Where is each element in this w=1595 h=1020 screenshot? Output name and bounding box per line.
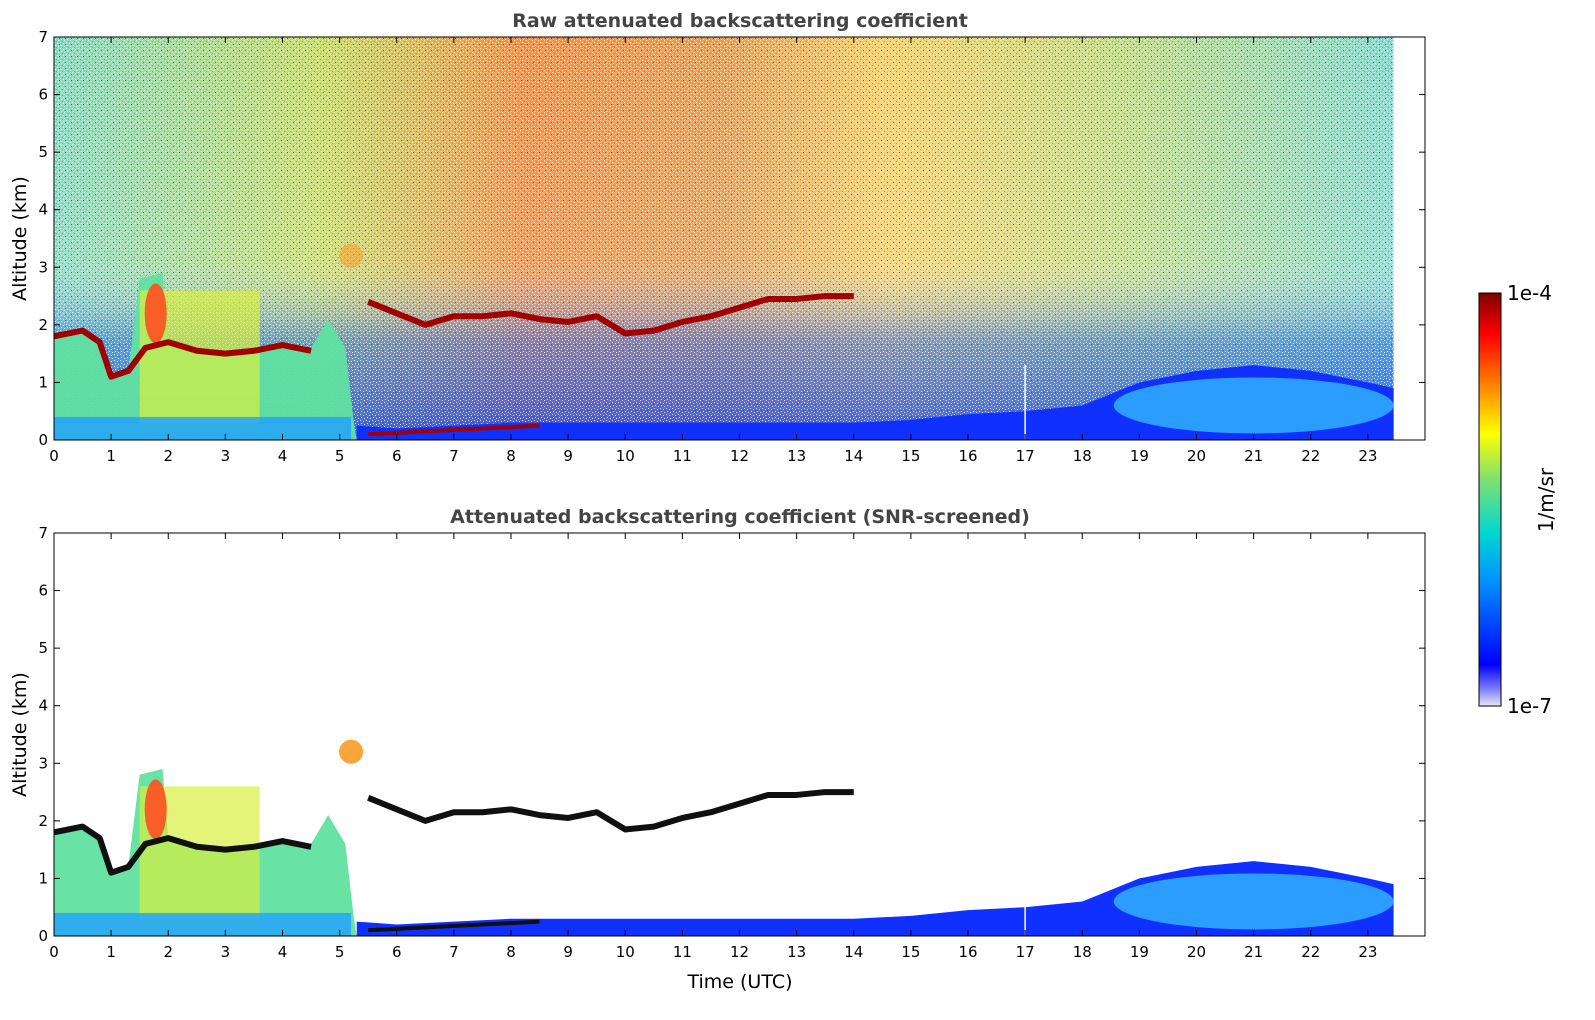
x-tick-label: 5 bbox=[335, 943, 345, 961]
x-tick-label: 11 bbox=[673, 447, 692, 465]
boundary-layer bbox=[356, 861, 1394, 936]
y-tick-label: 7 bbox=[38, 524, 48, 542]
y-tick-label: 2 bbox=[38, 812, 48, 830]
x-tick-label: 3 bbox=[221, 943, 231, 961]
x-tick-label: 18 bbox=[1073, 943, 1092, 961]
x-tick-label: 12 bbox=[730, 447, 749, 465]
x-tick-label: 2 bbox=[163, 943, 173, 961]
x-tick-label: 12 bbox=[730, 943, 749, 961]
raw-heatmap-image bbox=[53, 37, 1394, 440]
x-tick-label: 16 bbox=[958, 447, 977, 465]
x-tick-label: 22 bbox=[1301, 943, 1320, 961]
x-tick-label: 13 bbox=[787, 447, 806, 465]
x-tick-label: 14 bbox=[844, 447, 863, 465]
x-tick-label: 9 bbox=[563, 447, 573, 465]
x-tick-label: 21 bbox=[1244, 447, 1263, 465]
x-tick-label: 8 bbox=[506, 447, 516, 465]
y-tick-label: 3 bbox=[38, 754, 48, 772]
y-tick-label: 1 bbox=[38, 869, 48, 887]
x-tick-label: 7 bbox=[449, 447, 459, 465]
screened-axis-ticks: 0 1 2 3 4 5 6 7 8 9 10 11 12 13 14 15 16 17 18 19 20 21 22 2301… bbox=[38, 524, 1425, 961]
x-tick-label: 1 bbox=[106, 943, 116, 961]
screened-heatmap-image bbox=[53, 739, 1394, 936]
convective-plume bbox=[144, 779, 167, 840]
screened-y-axis-label: Altitude (km) bbox=[9, 672, 31, 797]
x-tick-label: 19 bbox=[1130, 447, 1149, 465]
x-axis-label: Time (UTC) bbox=[686, 971, 792, 993]
y-tick-label: 2 bbox=[38, 316, 48, 334]
boundary-layer bbox=[356, 365, 1394, 440]
y-tick-label: 6 bbox=[38, 86, 48, 104]
x-tick-label: 13 bbox=[787, 943, 806, 961]
y-tick-label: 4 bbox=[38, 201, 48, 219]
raw-panel-title: Raw attenuated backscattering coefficien… bbox=[512, 10, 968, 32]
x-tick-label: 22 bbox=[1301, 447, 1320, 465]
x-tick-label: 0 bbox=[49, 943, 59, 961]
convective-plume bbox=[144, 283, 167, 344]
x-tick-label: 17 bbox=[1016, 447, 1035, 465]
x-tick-label: 1 bbox=[106, 447, 116, 465]
x-tick-label: 21 bbox=[1244, 943, 1263, 961]
raw-axis-ticks: 0 1 2 3 4 5 6 7 8 9 10 11 12 13 14 15 16 17 18 19 20 21 22 2301… bbox=[38, 28, 1425, 465]
y-tick-label: 5 bbox=[38, 143, 48, 161]
x-tick-label: 7 bbox=[449, 943, 459, 961]
surface-layer-early bbox=[54, 416, 352, 440]
x-tick-label: 6 bbox=[392, 447, 402, 465]
y-tick-label: 6 bbox=[38, 582, 48, 600]
evening-aerosol bbox=[1113, 377, 1394, 434]
colorbar: 1e-4 1e-7 1/m/sr bbox=[1478, 281, 1558, 718]
surface-layer-early bbox=[54, 912, 352, 936]
elevated-aerosol-patch bbox=[339, 739, 364, 764]
raw-backscatter-panel: Raw attenuated backscattering coefficien… bbox=[9, 10, 1426, 465]
colorbar-unit-label: 1/m/sr bbox=[1534, 467, 1558, 532]
colorbar-min-label: 1e-7 bbox=[1507, 694, 1552, 718]
x-tick-label: 20 bbox=[1187, 447, 1206, 465]
y-tick-label: 0 bbox=[38, 927, 48, 945]
screened-backscatter-panel: Attenuated backscattering coefficient (S… bbox=[9, 506, 1426, 993]
x-tick-label: 0 bbox=[49, 447, 59, 465]
colorbar-gradient bbox=[1478, 292, 1502, 707]
x-tick-label: 5 bbox=[335, 447, 345, 465]
x-tick-label: 19 bbox=[1130, 943, 1149, 961]
x-tick-label: 3 bbox=[221, 447, 231, 465]
x-tick-label: 2 bbox=[163, 447, 173, 465]
x-tick-label: 4 bbox=[278, 447, 288, 465]
x-tick-label: 10 bbox=[616, 447, 635, 465]
x-tick-label: 16 bbox=[958, 943, 977, 961]
x-tick-label: 23 bbox=[1358, 447, 1377, 465]
x-tick-label: 4 bbox=[278, 943, 288, 961]
raw-y-axis-label: Altitude (km) bbox=[9, 176, 31, 301]
y-tick-label: 3 bbox=[38, 258, 48, 276]
evening-aerosol bbox=[1113, 873, 1394, 930]
y-tick-label: 4 bbox=[38, 697, 48, 715]
x-tick-label: 15 bbox=[901, 447, 920, 465]
low-cloud-line bbox=[368, 919, 540, 933]
x-tick-label: 14 bbox=[844, 943, 863, 961]
x-tick-label: 17 bbox=[1016, 943, 1035, 961]
y-tick-label: 5 bbox=[38, 639, 48, 657]
elevated-aerosol-patch bbox=[339, 243, 364, 268]
x-tick-label: 11 bbox=[673, 943, 692, 961]
x-tick-label: 9 bbox=[563, 943, 573, 961]
x-tick-label: 8 bbox=[506, 943, 516, 961]
y-tick-label: 7 bbox=[38, 28, 48, 46]
colorbar-max-label: 1e-4 bbox=[1507, 281, 1552, 305]
x-tick-label: 6 bbox=[392, 943, 402, 961]
x-tick-label: 15 bbox=[901, 943, 920, 961]
y-tick-label: 0 bbox=[38, 431, 48, 449]
x-tick-label: 18 bbox=[1073, 447, 1092, 465]
screened-panel-title: Attenuated backscattering coefficient (S… bbox=[450, 506, 1030, 528]
cloud-layer-line bbox=[53, 293, 854, 380]
low-cloud-line bbox=[368, 423, 540, 437]
cloud-layer-line bbox=[53, 789, 854, 876]
x-tick-label: 23 bbox=[1358, 943, 1377, 961]
x-tick-label: 20 bbox=[1187, 943, 1206, 961]
y-tick-label: 1 bbox=[38, 373, 48, 391]
x-tick-label: 10 bbox=[616, 943, 635, 961]
